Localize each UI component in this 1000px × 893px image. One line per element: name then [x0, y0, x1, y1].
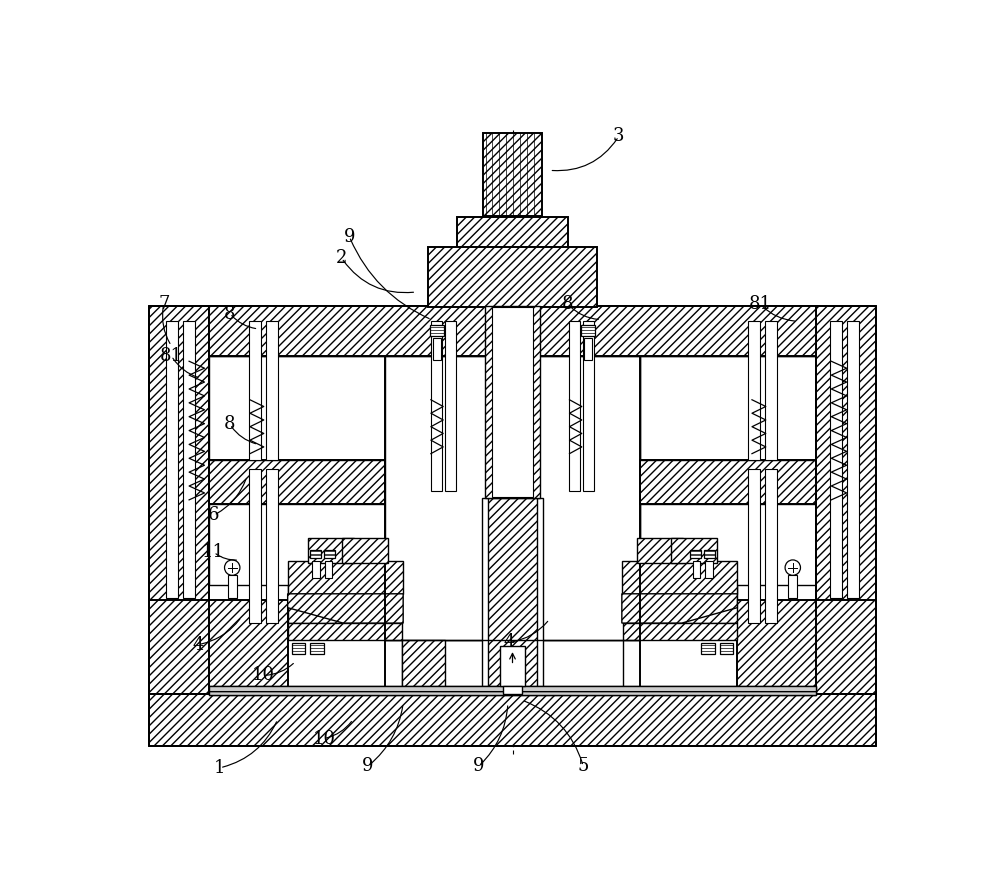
- Bar: [310, 643, 324, 654]
- Text: 10: 10: [312, 730, 335, 747]
- Polygon shape: [288, 594, 403, 623]
- Bar: [209, 305, 816, 356]
- Circle shape: [785, 560, 800, 575]
- Bar: [486, 640, 529, 694]
- Bar: [385, 356, 640, 640]
- Bar: [720, 643, 733, 654]
- Text: 8: 8: [224, 305, 236, 322]
- Bar: [428, 247, 597, 307]
- Text: 1: 1: [214, 759, 226, 777]
- Bar: [249, 469, 261, 623]
- Bar: [183, 321, 195, 598]
- Text: 2: 2: [336, 249, 347, 267]
- Bar: [209, 460, 385, 585]
- Bar: [324, 550, 335, 557]
- Bar: [623, 623, 737, 640]
- Bar: [640, 460, 816, 585]
- Bar: [671, 538, 717, 563]
- Bar: [584, 338, 592, 360]
- Text: 9: 9: [344, 228, 355, 246]
- Bar: [765, 321, 777, 460]
- Bar: [209, 460, 385, 505]
- Text: 6: 6: [208, 506, 219, 524]
- Bar: [166, 321, 178, 598]
- Circle shape: [225, 560, 240, 575]
- Polygon shape: [622, 594, 737, 623]
- Bar: [209, 356, 385, 460]
- Text: 7: 7: [158, 296, 169, 313]
- Bar: [583, 321, 594, 490]
- Bar: [623, 585, 737, 623]
- Text: 4: 4: [193, 636, 204, 654]
- Text: 81: 81: [749, 296, 772, 313]
- Bar: [249, 321, 261, 460]
- Bar: [693, 562, 700, 579]
- Bar: [482, 498, 543, 694]
- Bar: [266, 469, 278, 623]
- Bar: [310, 550, 321, 557]
- Bar: [737, 600, 876, 694]
- Text: 9: 9: [362, 757, 373, 775]
- Bar: [457, 216, 568, 250]
- Bar: [488, 498, 537, 694]
- Bar: [637, 538, 683, 563]
- Bar: [431, 321, 442, 490]
- Bar: [292, 643, 305, 654]
- Bar: [748, 321, 760, 460]
- Bar: [288, 623, 402, 640]
- Bar: [209, 686, 816, 696]
- Bar: [569, 321, 580, 490]
- Bar: [402, 640, 623, 694]
- Bar: [640, 356, 816, 460]
- Bar: [581, 325, 595, 336]
- Bar: [816, 305, 876, 694]
- Bar: [209, 686, 816, 696]
- Bar: [485, 305, 540, 498]
- Text: 9: 9: [473, 757, 484, 775]
- Bar: [149, 600, 288, 694]
- Bar: [312, 562, 320, 579]
- Bar: [500, 647, 525, 686]
- Bar: [622, 562, 737, 594]
- Text: 81: 81: [160, 346, 183, 365]
- Bar: [701, 643, 715, 654]
- Bar: [288, 585, 402, 623]
- Text: 8: 8: [224, 415, 236, 433]
- Bar: [748, 469, 760, 623]
- Bar: [149, 305, 209, 694]
- Bar: [492, 307, 533, 497]
- Bar: [228, 575, 237, 598]
- Text: 4: 4: [504, 633, 515, 651]
- Bar: [325, 562, 332, 579]
- Bar: [288, 562, 403, 594]
- Bar: [704, 550, 715, 557]
- Bar: [830, 321, 842, 598]
- Bar: [788, 575, 797, 598]
- Bar: [445, 321, 456, 490]
- Text: 8: 8: [562, 296, 574, 313]
- Text: 5: 5: [578, 757, 589, 775]
- Bar: [433, 338, 441, 360]
- Bar: [503, 686, 522, 694]
- Bar: [690, 550, 701, 557]
- Bar: [483, 133, 542, 216]
- Bar: [640, 460, 816, 505]
- Text: 3: 3: [613, 128, 625, 146]
- Bar: [308, 538, 354, 563]
- Bar: [402, 640, 445, 694]
- Bar: [430, 325, 444, 336]
- Bar: [847, 321, 859, 598]
- Bar: [266, 321, 278, 460]
- Bar: [705, 562, 713, 579]
- Text: 10: 10: [252, 666, 275, 684]
- Bar: [765, 469, 777, 623]
- Bar: [149, 694, 876, 747]
- Text: 11: 11: [202, 543, 225, 561]
- Bar: [342, 538, 388, 563]
